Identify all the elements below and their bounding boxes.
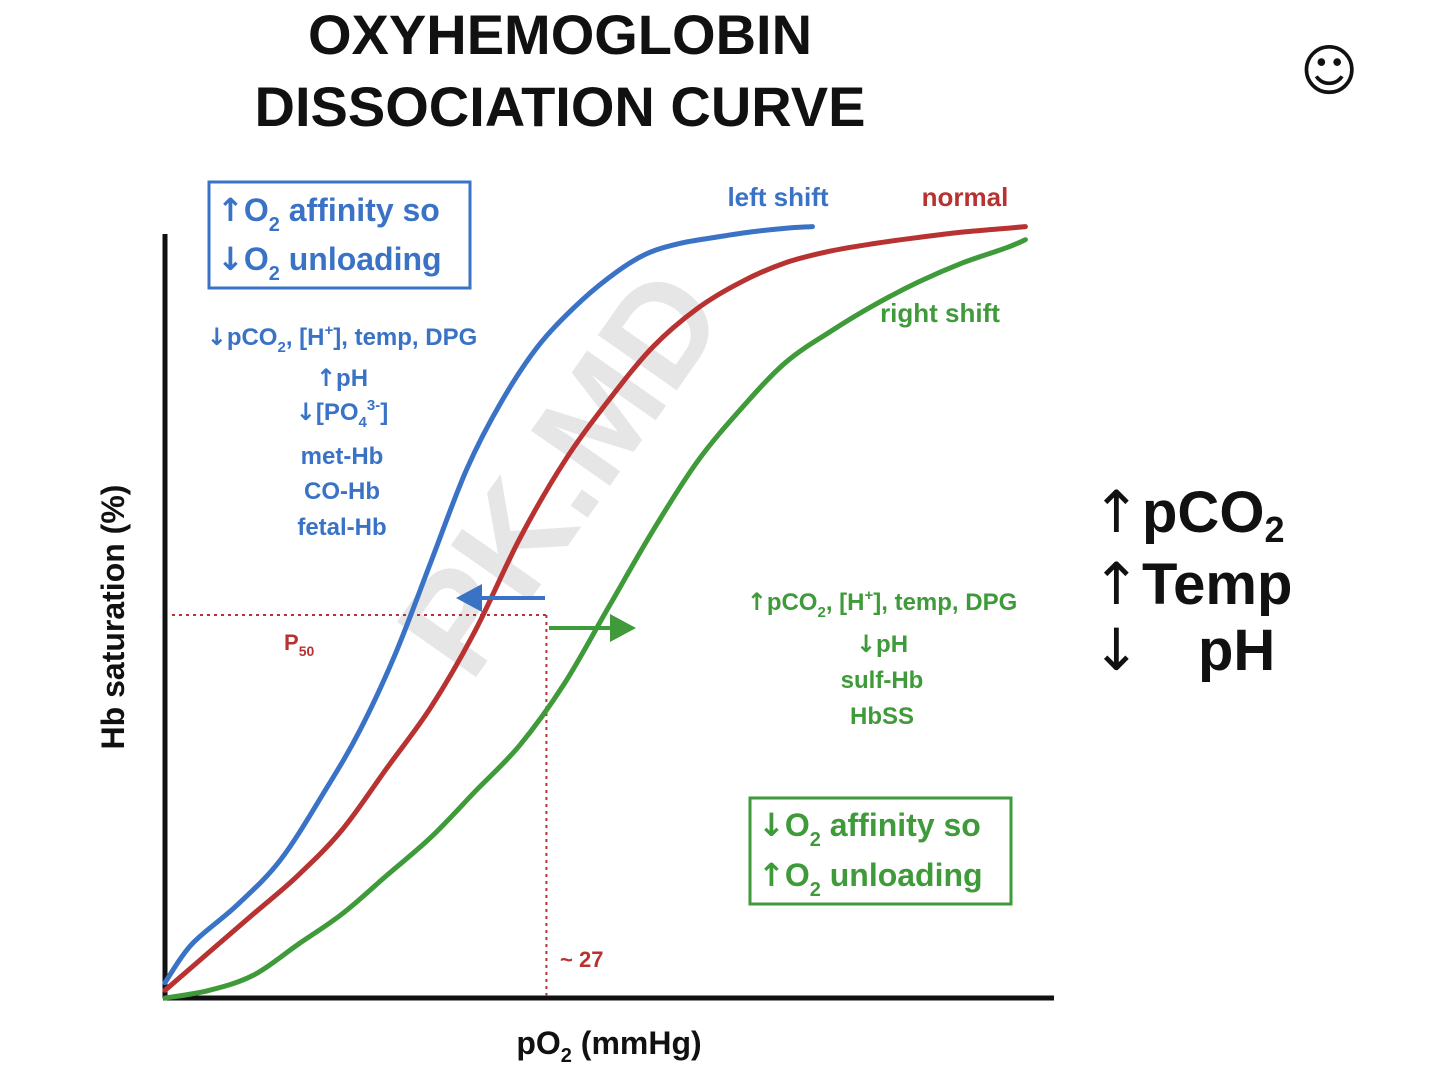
right-box-line-2: ↑O2 unloading (758, 856, 983, 901)
arrow-icon: ↓ (758, 806, 785, 844)
x-axis-label: pO2 (mmHg) (516, 1025, 701, 1067)
side-note-pco2-sub: 2 (1264, 509, 1285, 550)
right-box-line-1: ↓O2 affinity so (758, 806, 981, 851)
side-note-pco2: ↑pCO2 (1092, 480, 1284, 562)
left-box-line-2: ↓O2 unloading (217, 240, 442, 285)
left-factor-3: ↓[PO43-] (296, 397, 388, 431)
left-shift-box (207, 180, 472, 290)
arrow-icon: ↓ (296, 398, 316, 426)
side-note-temp-text: Temp (1142, 552, 1293, 617)
side-note-pco2-text: pCO (1142, 480, 1265, 545)
left-shift-arrow-icon (456, 584, 482, 612)
left-box-line-1: ↑O2 affinity so (217, 191, 440, 236)
right-factor-3: sulf-Hb (841, 667, 924, 694)
arrow-icon: ↑ (747, 588, 767, 616)
smiley-face-icon: ☺ (1300, 39, 1359, 104)
left-factor-2: ↑pH (316, 364, 368, 392)
arrow-icon: ↓ (217, 240, 244, 278)
right-factor-1: ↑pCO2, [H+], temp, DPG (747, 587, 1018, 621)
up-arrow-icon: ↑ (1092, 550, 1141, 618)
y-axis-label: Hb saturation (%) (95, 485, 131, 750)
side-note-ph-text: pH (1198, 618, 1276, 683)
chart-title-line-2: DISSOCIATION CURVE (254, 75, 866, 138)
left-factor-1: ↓pCO2, [H+], temp, DPG (207, 322, 478, 356)
arrow-icon: ↑ (758, 856, 785, 894)
side-note-temp: ↑Temp (1092, 552, 1292, 617)
series-line-1 (162, 224, 815, 986)
right-factor-2: ↓pH (856, 630, 908, 658)
right-shift-arrow-icon (610, 614, 636, 642)
p50-label: P50 (284, 630, 314, 659)
left-factor-4: met-Hb (301, 443, 384, 470)
series-label-1: left shift (727, 182, 828, 212)
chart-title-line-1: OXYHEMOGLOBIN (307, 3, 813, 66)
right-shift-box (748, 796, 1013, 906)
arrow-icon: ↑ (217, 191, 244, 229)
left-factor-5: CO-Hb (304, 478, 380, 505)
arrow-icon: ↓ (856, 630, 876, 658)
arrow-icon: ↑ (316, 364, 336, 392)
right-factor-4: HbSS (850, 703, 914, 730)
side-note-ph: ↓ pH (1092, 618, 1275, 683)
down-arrow-icon: ↓ (1092, 616, 1141, 684)
series-line-2 (162, 224, 1028, 993)
up-arrow-icon: ↑ (1092, 478, 1141, 546)
arrow-icon: ↓ (207, 323, 227, 351)
series-line-3 (162, 237, 1028, 1001)
series-label-3: right shift (880, 298, 1000, 328)
left-factor-6: fetal-Hb (297, 514, 386, 541)
p50-x-value-label: ~ 27 (560, 947, 603, 972)
series-label-2: normal (922, 182, 1009, 212)
